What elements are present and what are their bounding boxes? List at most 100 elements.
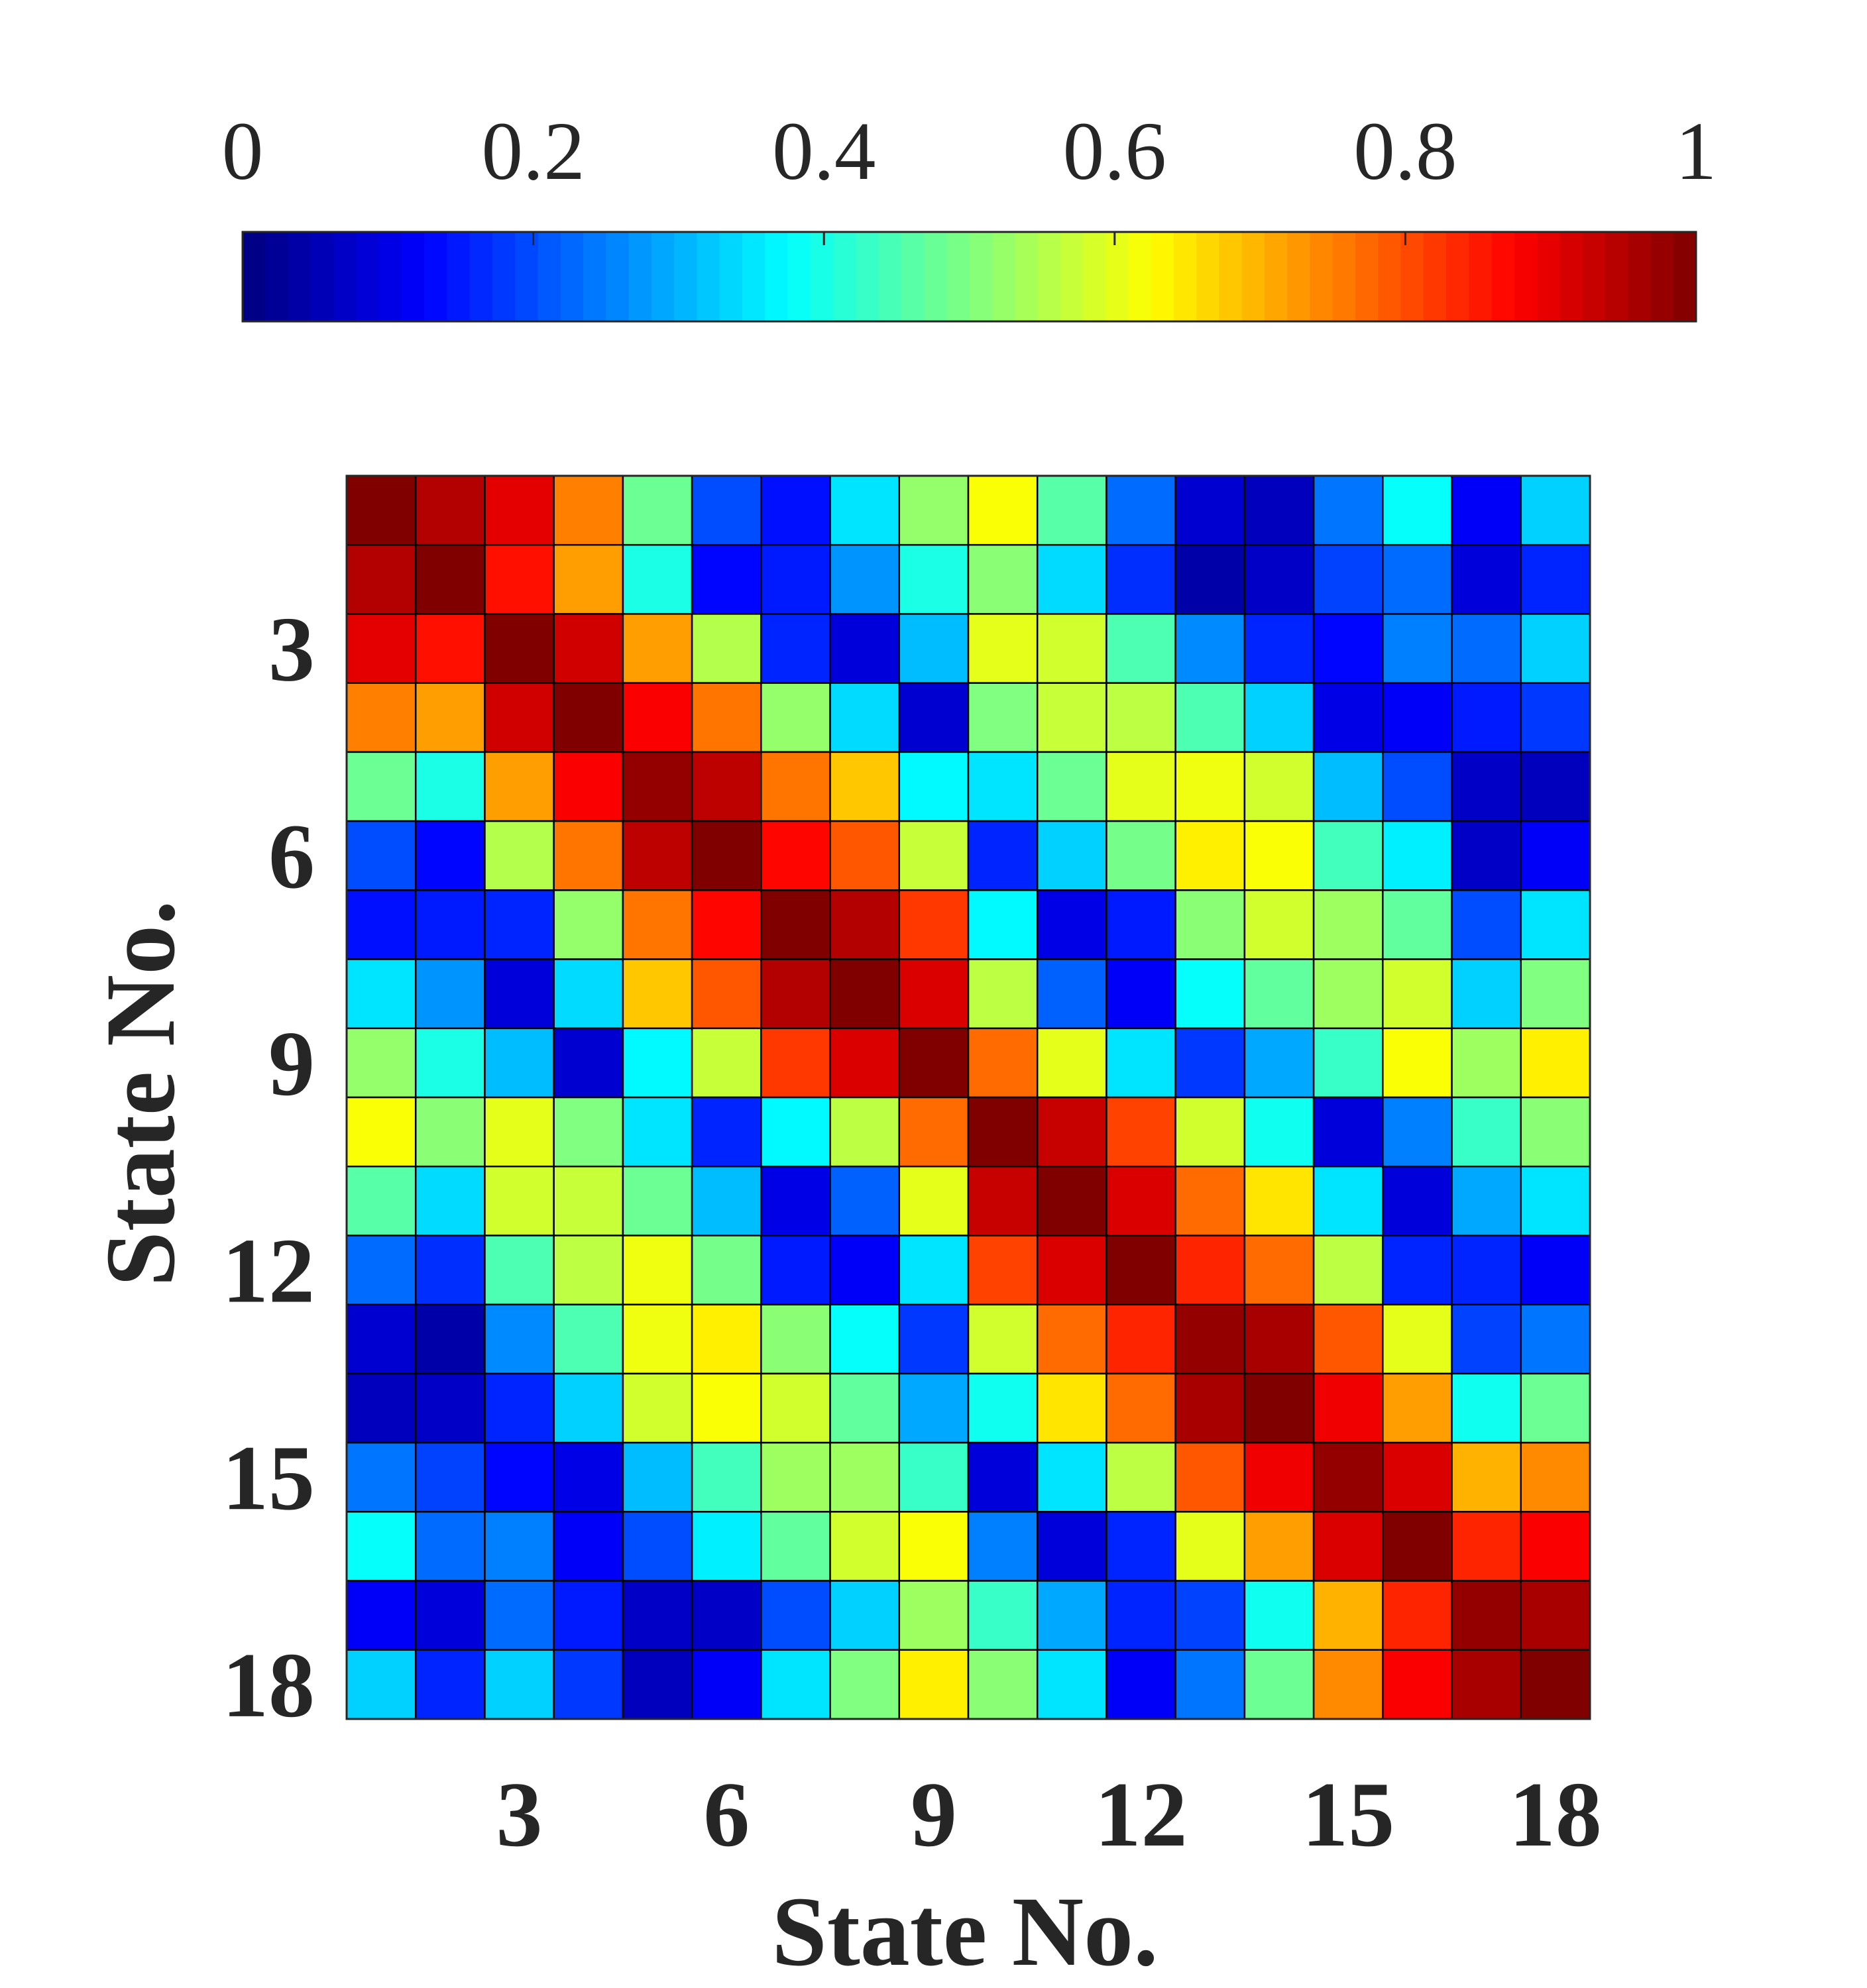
colorbar-segment — [356, 232, 380, 321]
colorbar-segment — [1491, 232, 1515, 321]
heatmap-cell — [829, 820, 901, 891]
heatmap-cell — [484, 751, 555, 822]
heatmap-cell — [345, 1027, 417, 1099]
heatmap-cell — [1105, 682, 1176, 753]
heatmap-cell — [760, 1235, 831, 1305]
colorbar-segment — [1241, 232, 1265, 321]
heatmap-cell — [898, 958, 970, 1030]
heatmap-cell — [414, 1649, 486, 1720]
heatmap-cell — [967, 1027, 1039, 1099]
colorbar-segment — [537, 232, 561, 321]
heatmap-cell — [484, 682, 555, 753]
heatmap-cell — [1174, 1441, 1246, 1513]
heatmap-cell — [345, 1511, 417, 1582]
colorbar-segment — [401, 232, 425, 321]
heatmap-cell — [1174, 1165, 1246, 1237]
heatmap-cell — [414, 1027, 486, 1099]
x-tick-label: 6 — [703, 1763, 750, 1866]
heatmap-cell — [553, 543, 624, 615]
heatmap-cell — [967, 1441, 1039, 1513]
heatmap-cell — [1174, 682, 1246, 753]
y-tick-label: 9 — [268, 1013, 315, 1115]
x-tick-label: 3 — [496, 1763, 543, 1866]
heatmap-cell — [1451, 1511, 1522, 1582]
heatmap-cell — [622, 1027, 693, 1099]
heatmap-cell — [1451, 1441, 1522, 1513]
colorbar-segment — [1582, 232, 1606, 321]
heatmap-cell — [1174, 889, 1246, 960]
heatmap-cell — [1036, 1372, 1107, 1444]
heatmap-cell — [1520, 1372, 1591, 1444]
colorbar-frame — [241, 231, 1697, 323]
heatmap-cell — [829, 474, 901, 546]
heatmap-cell — [829, 1649, 901, 1720]
heatmap-cell — [967, 1303, 1039, 1375]
heatmap-cell — [1243, 751, 1315, 822]
heatmap-cell — [622, 1580, 693, 1651]
x-axis-ticks: 3 6 9 12 15 18 — [496, 1763, 1602, 1866]
heatmap-cell — [1036, 543, 1107, 615]
colorbar-tick-label: 0 — [222, 106, 264, 197]
heatmap-cell — [553, 820, 624, 891]
heatmap-cell — [553, 1372, 624, 1444]
heatmap-cell — [1451, 1649, 1522, 1720]
colorbar-segment — [923, 232, 948, 321]
heatmap-cell — [622, 1096, 693, 1168]
heatmap-cell — [553, 1441, 624, 1513]
heatmap-cell — [553, 1303, 624, 1375]
heatmap-cell — [345, 1235, 417, 1305]
heatmap-cell — [484, 820, 555, 891]
heatmap-cell — [622, 1165, 693, 1237]
colorbar-segment — [1310, 232, 1333, 321]
heatmap-cell — [1382, 958, 1453, 1030]
heatmap-cell — [553, 1649, 624, 1720]
heatmap-cell — [1243, 474, 1315, 546]
heatmap-cell — [1036, 1303, 1107, 1375]
heatmap-cell — [898, 1372, 970, 1444]
colorbar-segment — [378, 232, 402, 321]
heatmap-cell — [967, 1372, 1039, 1444]
heatmap-cell — [1105, 820, 1176, 891]
heatmap-cell — [622, 474, 693, 546]
colorbar-segment — [1400, 232, 1424, 321]
heatmap-cell — [1036, 1649, 1107, 1720]
heatmap-cell — [1174, 543, 1246, 615]
heatmap-cell — [1174, 1511, 1246, 1582]
heatmap-cell — [760, 1303, 831, 1375]
heatmap-cell — [1174, 1580, 1246, 1651]
heatmap-cell — [345, 751, 417, 822]
colorbar-segment — [1196, 232, 1220, 321]
colorbar-segment — [969, 232, 993, 321]
heatmap-cell — [345, 1303, 417, 1375]
heatmap-cell — [484, 1165, 555, 1237]
heatmap-cell — [760, 682, 831, 753]
heatmap-cell — [1312, 1235, 1384, 1305]
heatmap-cell — [484, 958, 555, 1030]
heatmap-cell — [345, 1441, 417, 1513]
heatmap-cell — [414, 1096, 486, 1168]
x-tick-label: 15 — [1302, 1763, 1394, 1866]
heatmap-cell — [1036, 613, 1107, 684]
heatmap-cell — [967, 474, 1039, 546]
heatmap-cell — [414, 1511, 486, 1582]
heatmap-cell — [414, 1165, 486, 1237]
heatmap-cell — [1105, 613, 1176, 684]
y-axis-label: State No. — [85, 900, 196, 1286]
heatmap-cell — [1312, 1165, 1384, 1237]
heatmap-cell — [345, 958, 417, 1030]
heatmap-cell — [1174, 958, 1246, 1030]
colorbar-segment — [1628, 232, 1652, 321]
colorbar-segment — [832, 232, 856, 321]
heatmap-cell — [553, 889, 624, 960]
y-axis-ticks: 3 6 9 12 15 18 — [222, 598, 315, 1737]
heatmap-cell — [1451, 613, 1522, 684]
heatmap-cell — [1520, 889, 1591, 960]
heatmap-cell — [414, 1372, 486, 1444]
heatmap-cell — [1451, 1027, 1522, 1099]
heatmap-cell — [691, 751, 762, 822]
heatmap-cell — [1312, 1372, 1384, 1444]
colorbar-segment — [1355, 232, 1379, 321]
heatmap-cell — [898, 751, 970, 822]
heatmap-cell — [1520, 1649, 1591, 1720]
heatmap-cell — [1036, 958, 1107, 1030]
